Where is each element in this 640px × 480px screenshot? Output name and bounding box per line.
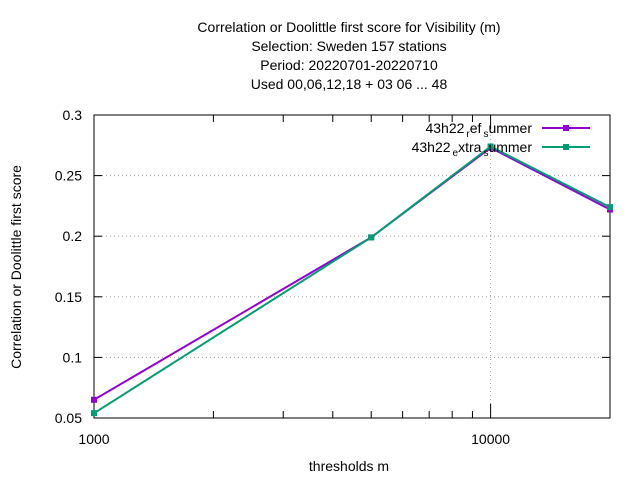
axis-ticks: [93, 114, 611, 419]
legend-marker-1: [563, 125, 569, 131]
legend-label-part: s: [483, 129, 488, 140]
legend-label-part: ummer: [488, 120, 532, 136]
series-line-1: [93, 146, 611, 401]
series-2-point: [487, 143, 494, 150]
legend-label-part: e: [453, 148, 459, 159]
y-tick-label: 0.2: [63, 228, 83, 244]
legend-label-2: 43h22 extra summer: [412, 139, 533, 159]
legend-label-part: 43h22: [412, 139, 451, 155]
series-line-2: [93, 145, 611, 415]
grid-lines: [94, 115, 610, 418]
y-tick-label: 0.15: [55, 289, 82, 305]
title-line-1: Correlation or Doolittle first score for…: [197, 19, 500, 35]
y-axis-title: Correlation or Doolittle first score: [8, 165, 24, 369]
y-tick-label: 0.1: [63, 349, 83, 365]
legend-label-part: xtra: [458, 139, 482, 155]
title-line-4: Used 00,06,12,18 + 03 06 ... 48: [251, 76, 448, 92]
legend-label-part: ef: [470, 120, 482, 136]
legend-label-part: 43h22: [425, 120, 464, 136]
y-tick-label: 0.05: [55, 410, 82, 426]
plot-frame: [93, 114, 611, 419]
y-tick-label: 0.3: [63, 107, 83, 123]
series-2-point: [368, 234, 375, 241]
legend-marker-2: [563, 144, 569, 150]
title-line-2: Selection: Sweden 157 stations: [251, 38, 446, 54]
x-tick-label: 1000: [78, 431, 109, 447]
series-2-point: [607, 204, 613, 211]
title-line-3: Period: 20220701-20220710: [260, 57, 438, 73]
series-layer: [91, 143, 613, 417]
legend-label-1: 43h22 ref summer: [425, 120, 532, 140]
tick-labels: 0.05 0.1 0.15 0.2 0.25 0.3 1000 10000: [55, 107, 511, 447]
chart-title: Correlation or Doolittle first score for…: [197, 19, 500, 92]
series-1-point: [91, 396, 97, 403]
legend-label-part: r: [466, 129, 470, 140]
legend-label-part: s: [483, 148, 488, 159]
x-tick-label: 10000: [471, 431, 510, 447]
legend-label-part: ummer: [488, 139, 532, 155]
x-axis-title: thresholds m: [309, 458, 389, 474]
y-tick-label: 0.25: [55, 168, 82, 184]
series-2-point: [91, 410, 97, 417]
